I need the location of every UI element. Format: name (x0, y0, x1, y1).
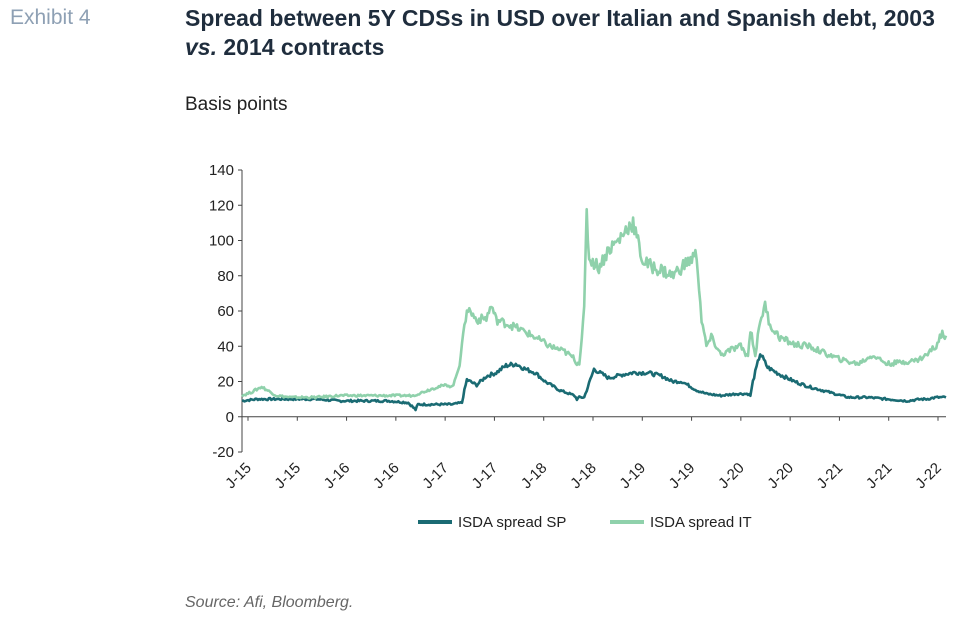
x-tick-label: J-22 (912, 460, 945, 493)
x-tick-label: J-19 (616, 460, 649, 493)
x-tick-label: J-16 (370, 460, 403, 493)
y-tick-label: 20 (217, 374, 234, 391)
y-tick-label: 140 (209, 162, 234, 179)
y-tick-label: 40 (217, 338, 234, 355)
series-line-it (241, 207, 948, 400)
x-tick-label: J-20 (715, 460, 748, 493)
y-tick-label: 0 (226, 409, 234, 426)
legend: ISDA spread SP ISDA spread IT (418, 514, 752, 531)
y-axis-unit-label: Basis points (185, 94, 288, 115)
exhibit-label: Exhibit 4 (10, 6, 91, 29)
x-tick-label: J-16 (321, 460, 354, 493)
y-tick-label: 80 (217, 268, 234, 285)
x-tick-label: J-17 (469, 460, 502, 493)
x-tick-label: J-21 (863, 460, 896, 493)
source-note: Source: Afi, Bloomberg. (185, 594, 354, 611)
series-lines (241, 207, 948, 412)
x-tick-label: J-18 (518, 460, 551, 493)
title-part-2: 2014 contracts (216, 34, 385, 60)
y-tick-label: 60 (217, 303, 234, 320)
x-tick-label: J-17 (419, 460, 452, 493)
x-tick-label: J-15 (222, 460, 255, 493)
x-tick-label: J-20 (764, 460, 797, 493)
x-tick-label: J-18 (567, 460, 600, 493)
x-tick-label: J-21 (814, 460, 847, 493)
legend-label: ISDA spread SP (458, 514, 566, 531)
axes: -20 0 20 40 60 80 100 120 140 J-15 J-15 J-16 J-16 J-1… (209, 162, 946, 492)
y-tick-label: -20 (212, 444, 234, 461)
legend-label: ISDA spread IT (650, 514, 752, 531)
title-italic: vs. (185, 34, 217, 60)
x-tick-label: J-15 (271, 460, 304, 493)
x-tick-label: J-19 (666, 460, 699, 493)
y-tick-label: 120 (209, 197, 234, 214)
y-tick-label: 100 (209, 233, 234, 250)
title-part-1: Spread between 5Y CDSs in USD over Itali… (185, 5, 935, 31)
series-line-sp (241, 353, 947, 412)
chart-title: Spread between 5Y CDSs in USD over Itali… (185, 4, 945, 62)
